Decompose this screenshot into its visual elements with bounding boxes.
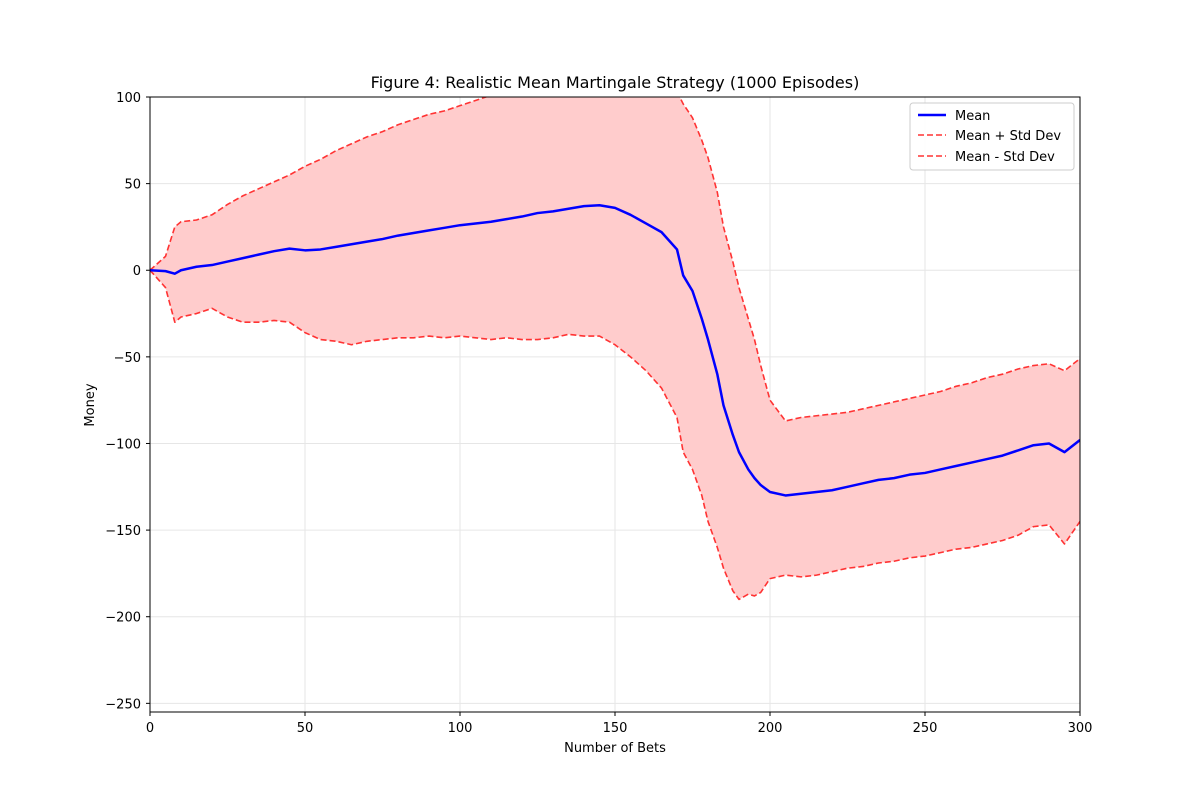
x-tick-label: 100 (448, 721, 473, 736)
y-tick-label: 100 (116, 91, 141, 106)
legend-label-mean-minus-std: Mean - Std Dev (955, 150, 1055, 165)
y-tick-label: −50 (114, 351, 141, 366)
tick-layer: 0 50 100 150 200 250 300 100 50 0 −50 −100 −150 −200 −… (105, 91, 1092, 736)
legend-box (909, 102, 1075, 171)
y-axis-label: Money (83, 383, 98, 426)
x-tick-label: 150 (603, 721, 628, 736)
series-layer (150, 97, 1080, 601)
x-tick-label: 0 (146, 721, 154, 736)
x-axis-label: Number of Bets (564, 741, 666, 756)
mean-plus-std-line (150, 97, 1080, 422)
y-tick-label: 0 (133, 264, 141, 279)
legend-label-mean-plus-std: Mean + Std Dev (955, 129, 1061, 144)
legend-label-mean: Mean (955, 109, 990, 124)
chart-title: Figure 4: Realistic Mean Martingale Stra… (371, 73, 860, 92)
y-tick-label: −100 (105, 437, 141, 452)
x-tick-label: 200 (758, 721, 783, 736)
x-tick-label: 300 (1068, 721, 1093, 736)
x-tick-label: 50 (297, 721, 314, 736)
y-tick-label: −150 (105, 524, 141, 539)
x-tick-label: 250 (913, 721, 938, 736)
legend: Mean Mean + Std Dev Mean - Std Dev (909, 102, 1075, 171)
y-tick-label: −200 (105, 611, 141, 626)
std-dev-band (150, 97, 1080, 600)
mean-minus-std-line (150, 269, 1080, 601)
fill-layer (150, 97, 1080, 600)
mean-line (150, 204, 1080, 497)
y-tick-label: −250 (105, 697, 141, 712)
y-tick-label: 50 (124, 178, 141, 193)
